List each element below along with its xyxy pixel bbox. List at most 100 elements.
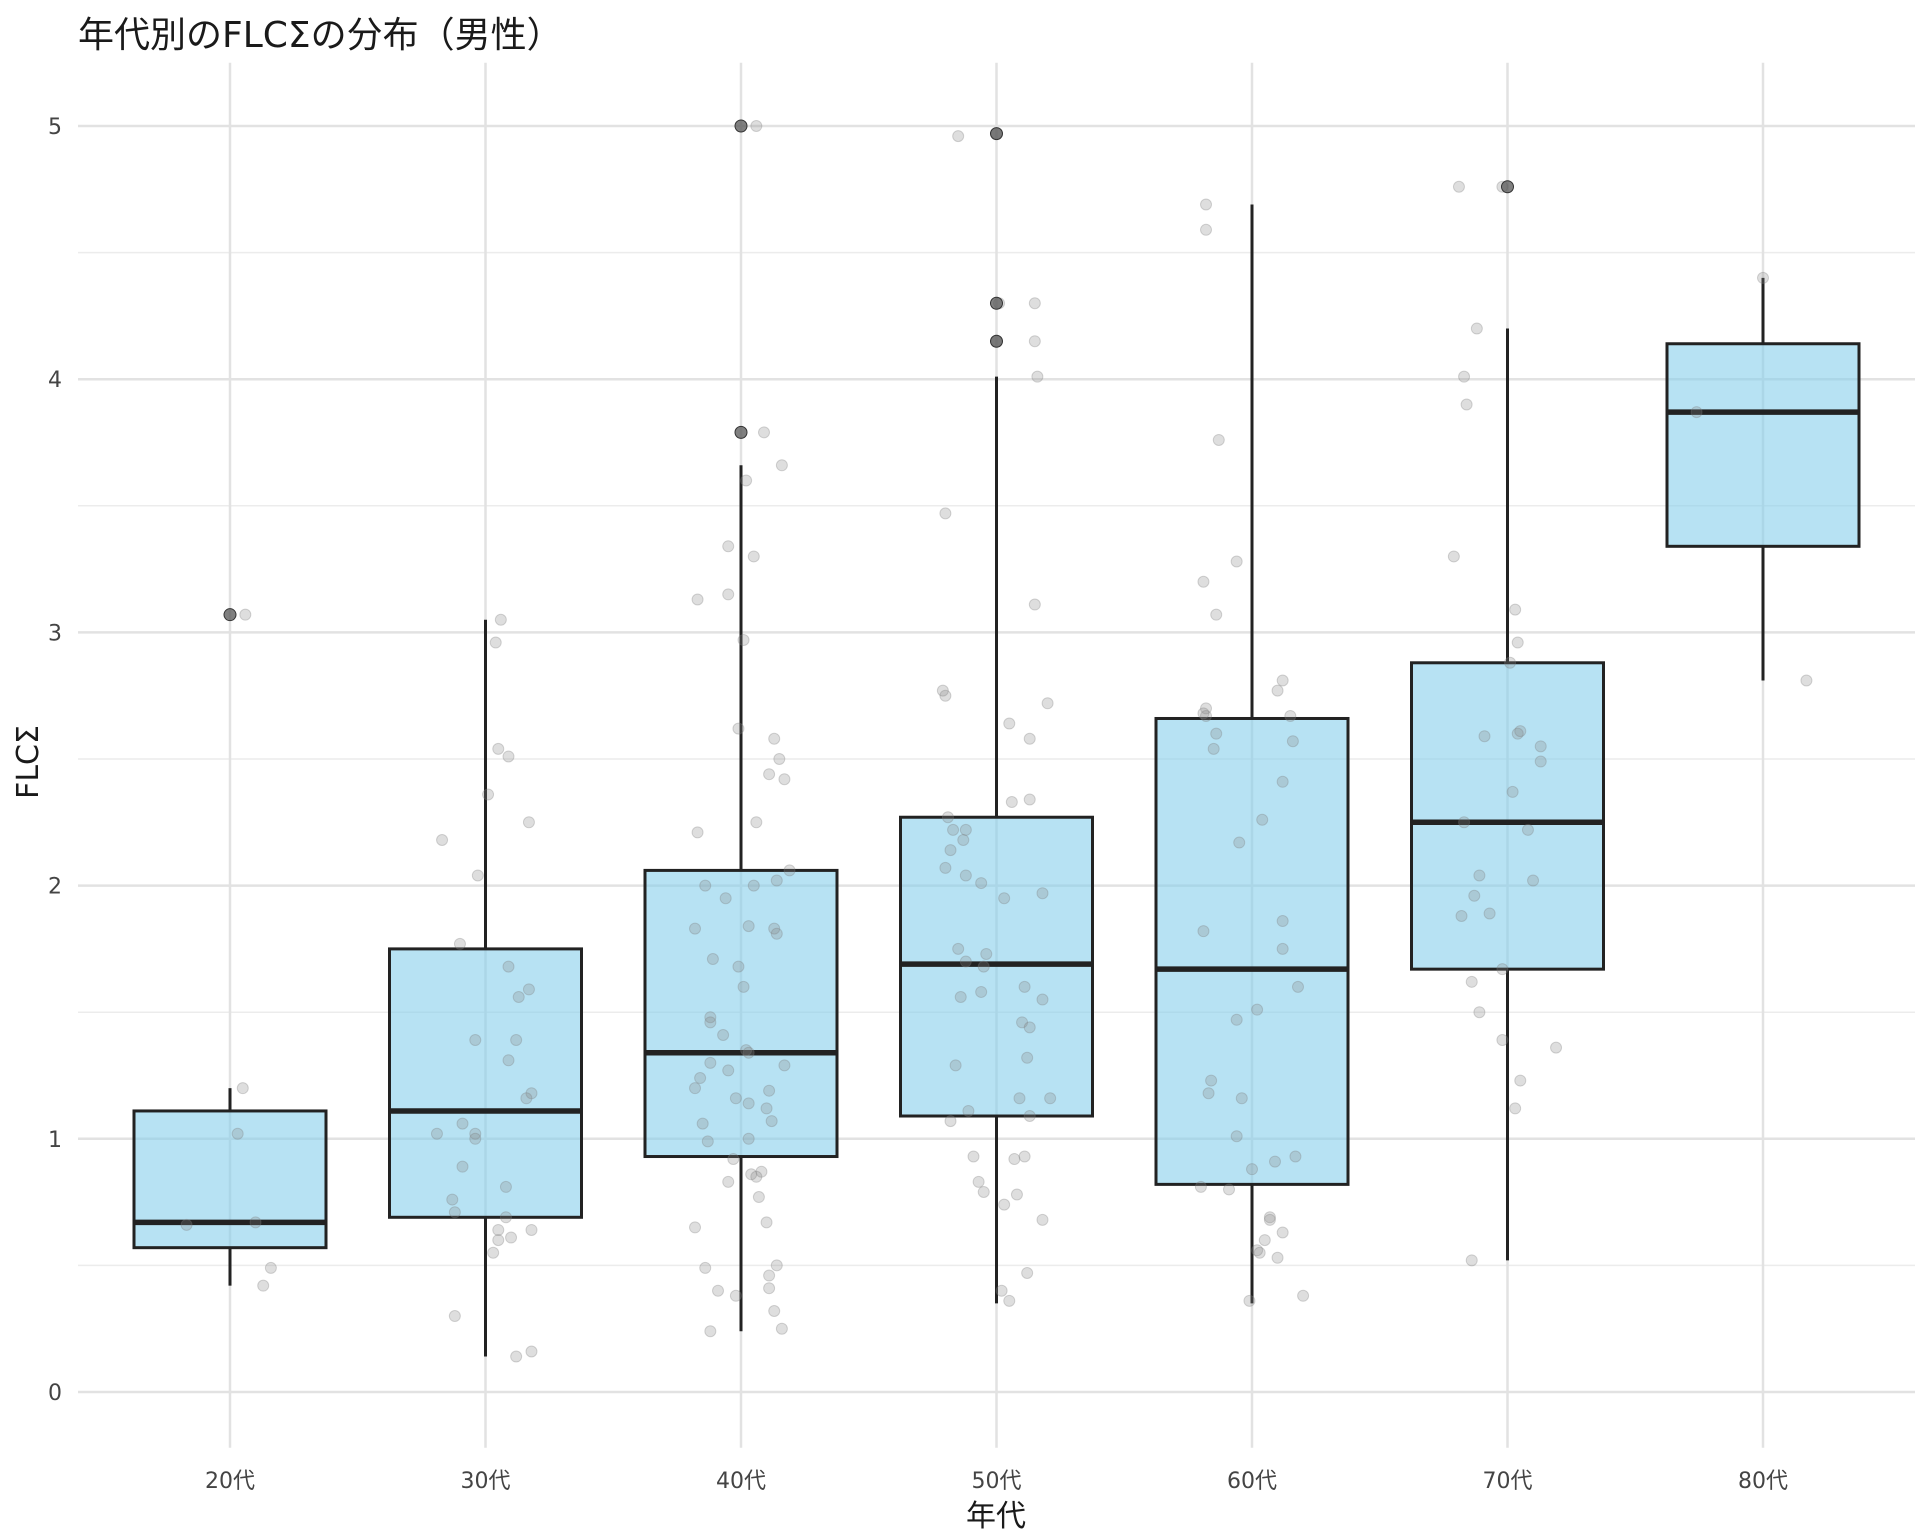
y-tick-label: 0 (48, 1381, 62, 1406)
iqr-box (388, 947, 583, 1219)
jitter-point (747, 550, 760, 563)
jitter-point (520, 1092, 533, 1105)
jitter-point (995, 1284, 1008, 1297)
jitter-point (1289, 1150, 1302, 1163)
jitter-point (1276, 775, 1289, 788)
box-70代 (1410, 328, 1605, 1261)
jitter-point (770, 1259, 783, 1272)
jitter-point (763, 1269, 776, 1282)
jitter-point (492, 742, 505, 755)
jitter-point (742, 1132, 755, 1145)
jitter-point (962, 1104, 975, 1117)
jitter-point (1276, 915, 1289, 928)
jitter-point (952, 130, 965, 143)
jitter-point (1550, 1041, 1563, 1054)
jitter-point (1023, 1021, 1036, 1034)
jitter-point (740, 1044, 753, 1057)
jitter-point (689, 1082, 702, 1095)
jitter-point (765, 1115, 778, 1128)
jitter-point (745, 1168, 758, 1181)
outlier-point (990, 127, 1003, 141)
jitter-point (998, 892, 1011, 905)
jitter-point (773, 753, 786, 765)
jitter-point (778, 1059, 791, 1072)
jitter-point (939, 689, 952, 702)
jitter-point (1514, 725, 1527, 738)
jitter-point (471, 869, 484, 882)
jitter-point (512, 991, 525, 1004)
jitter-point (1223, 1183, 1236, 1196)
jitter-point (1041, 697, 1054, 710)
jitter-point (1458, 370, 1471, 383)
jitter-point (502, 960, 515, 973)
jitter-point (505, 1231, 518, 1244)
jitter-point (456, 1160, 469, 1173)
jitter-point (1800, 674, 1813, 687)
jitter-point (1757, 271, 1769, 284)
jitter-point (757, 426, 770, 439)
jitter-point (1003, 717, 1016, 730)
jitter-point (1534, 740, 1547, 753)
x-axis-ticks: 20代 30代 40代 50代 60代 70代 80代 (205, 1469, 1788, 1494)
jitter-point (494, 613, 507, 626)
outlier-point (1501, 180, 1514, 194)
y-axis-ticks: 0 1 2 3 4 5 (48, 115, 62, 1406)
jitter-point (1023, 793, 1036, 806)
jitter-point (699, 879, 712, 892)
jitter-point (1496, 963, 1509, 976)
jitter-point (768, 732, 781, 745)
y-tick-label: 5 (48, 115, 62, 140)
jitter-point (453, 937, 466, 950)
jitter-point (760, 1216, 773, 1229)
iqr-box (1154, 716, 1350, 1186)
jitter-point (944, 844, 957, 857)
jitter-point (750, 816, 763, 829)
x-tick-label: 70代 (1483, 1469, 1533, 1494)
jitter-point (1200, 198, 1213, 211)
jitter-point (430, 1127, 443, 1140)
jitter-point (936, 684, 949, 697)
jitter-point (768, 1304, 781, 1317)
jitter-point (448, 1206, 461, 1219)
jitter-point (1511, 636, 1524, 649)
iqr-box (132, 1109, 328, 1250)
jitter-point (1200, 702, 1213, 715)
jitter-point (1276, 942, 1289, 955)
jitter-point (1036, 1213, 1049, 1226)
jitter-point (689, 922, 702, 935)
jitter-point (1243, 1294, 1256, 1307)
jitter-point (522, 983, 535, 996)
jitter-point (977, 960, 990, 973)
jitter-point (939, 507, 952, 520)
jitter-point (1205, 1074, 1218, 1087)
jitter-point (1496, 1034, 1509, 1047)
iqr-box (643, 868, 839, 1159)
jitter-point (1258, 1234, 1271, 1247)
jitter-point (510, 1350, 523, 1363)
jitter-point (1028, 297, 1041, 310)
jitter-point (1690, 406, 1703, 419)
jitter-point (1197, 707, 1210, 720)
jitter-point (1286, 735, 1299, 748)
jitter-point (775, 459, 788, 472)
jitter-point (1455, 909, 1468, 922)
jitter-point (1276, 1226, 1289, 1239)
outliers-layer (223, 119, 1514, 622)
jitter-point (1506, 785, 1519, 798)
jitter-point (1197, 575, 1210, 588)
jitter-point (729, 1092, 742, 1105)
jitter-point (1284, 709, 1297, 722)
jitter-point (1473, 1006, 1486, 1019)
jitter-point (944, 1115, 957, 1128)
jitter-point (722, 1064, 735, 1077)
jitter-point (717, 1028, 730, 1041)
x-axis-title: 年代 (966, 1499, 1026, 1534)
jitter-point (1263, 1211, 1276, 1224)
jitter-point (957, 834, 970, 847)
jitter-point (1200, 223, 1213, 236)
jitter-point (1202, 1087, 1215, 1100)
jitter-point (778, 773, 791, 786)
jitter-point (1447, 550, 1460, 563)
jitter-point (525, 1345, 538, 1358)
